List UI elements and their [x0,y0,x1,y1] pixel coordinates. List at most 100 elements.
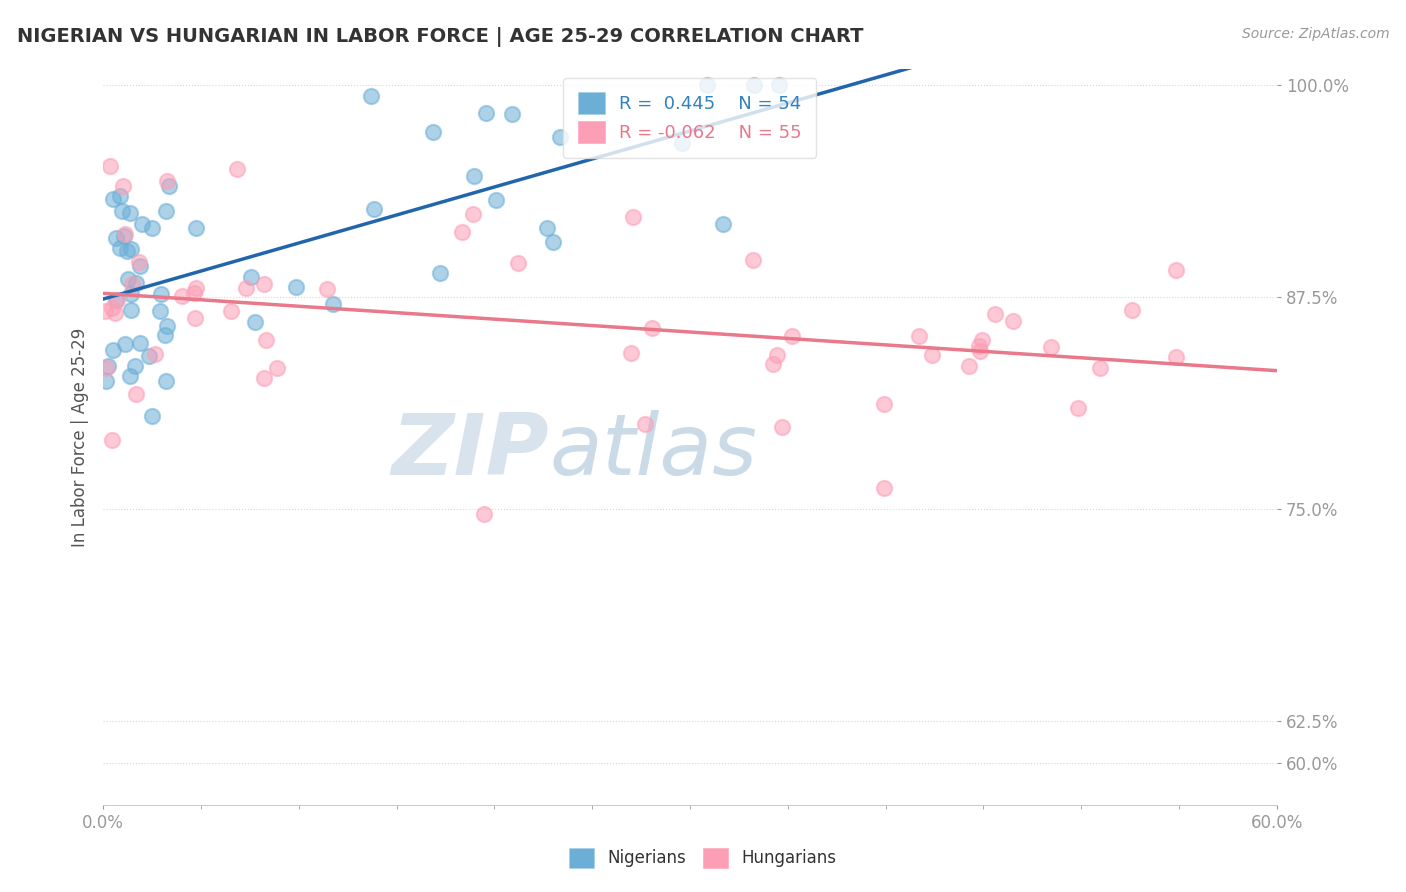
Point [984,307,1007,321]
Point [111,179,134,194]
Point [94,303,117,318]
Point [226,162,249,177]
Point [155,204,177,219]
Point [634,417,657,431]
Text: Source: ZipAtlas.com: Source: ZipAtlas.com [1241,27,1389,41]
Point [501,106,523,120]
Point [108,189,131,203]
Point [128,255,150,269]
Point [256,334,278,348]
Point [97,359,120,373]
Point [253,277,276,291]
Point [322,297,344,311]
Legend: R =  0.445    N = 54, R = -0.062    N = 55: R = 0.445 N = 54, R = -0.062 N = 55 [564,78,817,158]
Point [536,220,558,235]
Point [98,159,121,173]
Y-axis label: In Labor Force | Age 25-29: In Labor Force | Age 25-29 [72,327,89,547]
Point [541,235,564,250]
Point [120,303,142,318]
Point [1166,350,1188,364]
Point [117,272,139,286]
Legend: Nigerians, Hungarians: Nigerians, Hungarians [562,841,844,875]
Point [762,358,785,372]
Point [641,321,664,335]
Point [121,277,143,291]
Point [957,359,980,373]
Text: ZIP: ZIP [391,410,550,493]
Point [1039,340,1062,354]
Point [155,374,177,388]
Point [972,333,994,347]
Point [104,231,127,245]
Point [316,283,339,297]
Point [101,343,124,357]
Point [104,293,127,307]
Point [138,349,160,363]
Point [219,303,242,318]
Point [969,339,991,353]
Point [129,259,152,273]
Point [120,287,142,301]
Point [124,387,146,401]
Text: atlas: atlas [550,410,756,493]
Text: NIGERIAN VS HUNGARIAN IN LABOR FORCE | AGE 25-29 CORRELATION CHART: NIGERIAN VS HUNGARIAN IN LABOR FORCE | A… [17,27,863,46]
Point [96,360,118,375]
Point [243,314,266,328]
Point [235,281,257,295]
Point [450,225,472,239]
Point [770,420,793,434]
Point [1067,401,1090,415]
Point [768,78,790,93]
Point [108,241,131,255]
Point [183,286,205,301]
Point [111,203,134,218]
Point [118,368,141,383]
Point [94,375,117,389]
Point [463,169,485,183]
Point [621,210,644,224]
Point [363,202,385,217]
Point [101,192,124,206]
Point [1121,302,1143,317]
Point [157,179,180,194]
Point [131,217,153,231]
Point [872,396,894,410]
Point [485,193,508,207]
Point [429,266,451,280]
Point [117,244,139,258]
Point [112,228,135,243]
Point [463,207,485,221]
Point [921,348,943,362]
Point [125,276,148,290]
Point [101,433,124,447]
Point [240,269,263,284]
Point [143,346,166,360]
Point [742,78,765,93]
Point [671,136,693,150]
Point [742,253,765,268]
Point [101,301,124,315]
Point [129,336,152,351]
Point [120,206,142,220]
Point [184,221,207,235]
Point [422,125,444,139]
Point [156,319,179,334]
Point [1166,262,1188,277]
Point [266,361,288,376]
Point [150,287,173,301]
Point [120,242,142,256]
Point [186,280,208,294]
Point [711,217,734,231]
Point [696,78,718,93]
Point [765,348,787,362]
Point [149,304,172,318]
Point [907,329,929,343]
Point [124,359,146,374]
Point [156,174,179,188]
Point [114,337,136,351]
Point [873,481,896,495]
Point [620,345,643,359]
Point [506,256,529,270]
Point [141,221,163,235]
Point [1090,360,1112,375]
